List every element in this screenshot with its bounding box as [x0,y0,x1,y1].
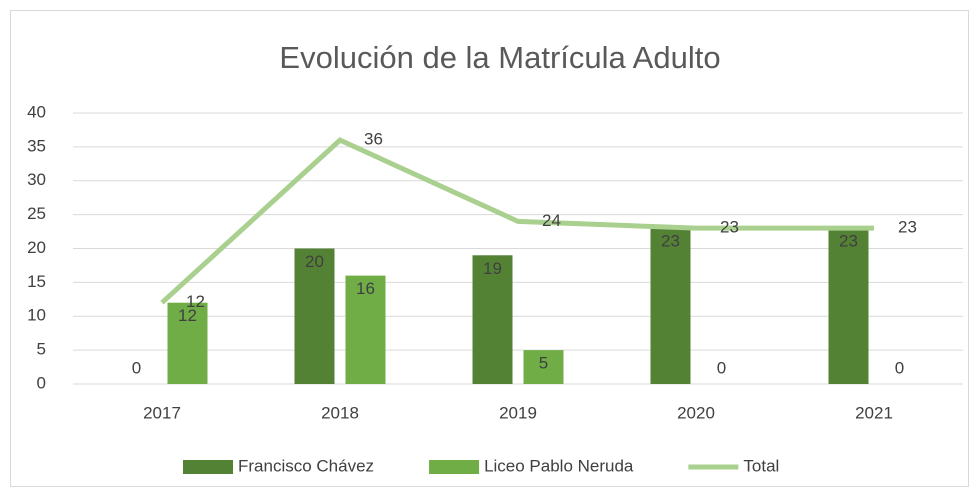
data-label: 23 [661,232,680,251]
data-label: 5 [539,354,548,373]
data-label: 0 [717,358,726,377]
y-tick-label: 30 [27,170,46,189]
bar [472,255,513,384]
y-tick-label: 5 [37,340,46,359]
y-tick-label: 40 [27,102,46,121]
chart-title: Evolución de la Matrícula Adulto [279,40,720,75]
y-tick-label: 35 [27,136,46,155]
data-label: 0 [895,358,904,377]
data-label: 24 [542,211,561,230]
data-label: 23 [720,218,739,237]
y-tick-label: 15 [27,272,46,291]
line [160,137,874,305]
data-label: 20 [305,252,324,271]
x-tick-label: 2021 [855,403,893,422]
data-label: 12 [186,292,205,311]
x-tick-label: 2018 [321,403,359,422]
data-label: 19 [483,259,502,278]
x-tick-label: 2017 [143,403,181,422]
y-tick-label: 0 [37,373,46,392]
y-tick-label: 10 [27,306,46,325]
legend-label: Liceo Pablo Neruda [484,456,634,475]
data-label: 16 [356,279,375,298]
legend-swatch [429,460,480,474]
x-tick-label: 2020 [677,403,715,422]
bar [650,228,691,384]
x-tick-label: 2019 [499,403,537,422]
data-label: 23 [898,218,917,237]
bar [523,350,564,384]
bar [345,275,386,384]
legend-swatch [183,460,233,474]
bar [167,302,208,384]
data-label: 12 [178,306,197,325]
legend-label: Total [743,456,779,475]
data-label: 36 [364,130,383,149]
data-label: 23 [839,232,858,251]
bar [294,248,335,384]
bar [828,228,869,384]
y-tick-label: 25 [27,204,46,223]
y-tick-label: 20 [27,238,46,257]
data-label: 0 [132,358,141,377]
legend-label: Francisco Chávez [238,456,374,475]
